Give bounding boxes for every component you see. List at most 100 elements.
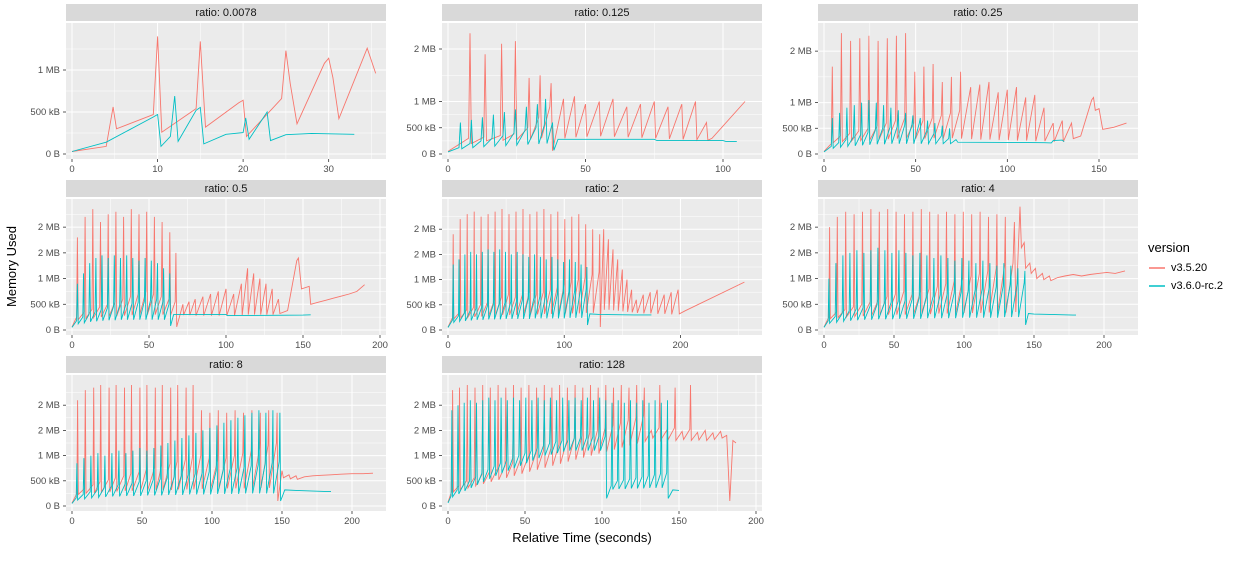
axis-tick-label: 150: [1026, 340, 1042, 351]
axis-tick-label: 1 MB: [414, 97, 436, 108]
axis-tick-label: 30: [323, 164, 334, 175]
facet-plot: 0 B 500 kB 1 MB 2 MB 2 MB 0 50 100 150 200: [406, 375, 764, 527]
series-line-v3.6.0-rc.2: [447, 397, 680, 504]
axis-tick-label: 0 B: [46, 325, 60, 336]
y-axis-title: Memory Used: [2, 4, 20, 529]
legend-entry-v3-5-20: v3.5.20: [1148, 261, 1242, 275]
axis-tick-label: 100: [594, 516, 610, 527]
series-line-v3.6.0-rc.2: [447, 98, 737, 153]
legend: version v3.5.20 v3.6.0-rc.2: [1144, 4, 1242, 529]
axis-tick-label: 100: [956, 340, 972, 351]
axis-tick-label: 1 MB: [414, 451, 436, 462]
facet-strip-label: ratio: 0.0078: [66, 4, 386, 21]
facet-ratio-0.5: ratio: 0.5 0 B 500 kB 1 MB 2 MB 2 MB 0 50 100 150…: [20, 180, 392, 353]
legend-entry-v3-6-0-rc-2: v3.6.0-rc.2: [1148, 279, 1242, 293]
axis-tick-label: 1 MB: [38, 65, 60, 76]
axis-tick-label: 0 B: [46, 149, 60, 160]
legend-key-line-teal: [1149, 285, 1165, 287]
facet-ratio-0.0078: ratio: 0.0078 0 B 500 kB 1 MB 0 10 20 30: [20, 4, 392, 177]
axis-tick-label: 0 B: [422, 149, 436, 160]
axis-tick-label: 1 MB: [414, 275, 436, 286]
axis-tick-label: 2 MB: [790, 248, 812, 259]
axis-tick-label: 0: [445, 340, 450, 351]
facet-ratio-8: ratio: 8 0 B 500 kB 1 MB 2 MB 2 MB 0 50 100 150 20…: [20, 356, 392, 529]
series-line-v3.5.20: [447, 33, 746, 152]
facet-strip-label: ratio: 0.125: [442, 4, 762, 21]
facet-plot: 0 B 500 kB 1 MB 2 MB 2 MB 0 100 200: [406, 199, 762, 351]
axis-tick-label: 0: [69, 164, 74, 175]
axis-tick-label: 1 MB: [790, 274, 812, 285]
axis-tick-label: 1 MB: [38, 451, 60, 462]
axis-tick-label: 2 MB: [414, 249, 436, 260]
axis-tick-label: 50: [144, 340, 155, 351]
axis-tick-label: 500 kB: [782, 299, 812, 310]
axis-tick-label: 500 kB: [406, 476, 436, 487]
axis-tick-label: 2 MB: [38, 425, 60, 436]
series-line-v3.6.0-rc.2: [823, 247, 1076, 328]
axis-tick-label: 1 MB: [790, 98, 812, 109]
axis-tick-label: 0 B: [46, 501, 60, 512]
axis-tick-label: 0: [69, 516, 74, 527]
series-line-v3.5.20: [823, 33, 1127, 152]
axis-tick-label: 150: [274, 516, 290, 527]
axis-tick-label: 0: [821, 164, 826, 175]
axis-tick-label: 50: [137, 516, 148, 527]
axis-tick-label: 200: [748, 516, 764, 527]
series-line-v3.6.0-rc.2: [71, 255, 311, 328]
legend-title: version: [1148, 240, 1190, 255]
axis-tick-label: 100: [204, 516, 220, 527]
axis-tick-label: 0 B: [422, 325, 436, 336]
series-line-v3.5.20: [71, 384, 374, 504]
plot-area: Memory Used ratio: 0.0078 0 B 500 kB 1 MB 0 1…: [2, 4, 1242, 529]
axis-tick-label: 50: [910, 164, 921, 175]
axis-tick-label: 10: [152, 164, 163, 175]
axis-tick-label: 150: [671, 516, 687, 527]
axis-tick-label: 0 B: [422, 501, 436, 512]
axis-tick-label: 1 MB: [38, 274, 60, 285]
facet-plot: 0 B 500 kB 1 MB 2 MB 2 MB 0 50 100 150 200: [30, 375, 386, 527]
axis-tick-label: 2 MB: [414, 400, 436, 411]
series-line-v3.6.0-rc.2: [447, 249, 652, 328]
facet-plot: 0 B 500 kB 1 MB 2 MB 0 50 100: [406, 23, 762, 175]
facet-strip-label: ratio: 0.5: [66, 180, 386, 197]
axis-tick-label: 100: [218, 340, 234, 351]
axis-tick-label: 500 kB: [30, 476, 60, 487]
axis-tick-label: 50: [520, 516, 531, 527]
facet-ratio-2: ratio: 2 0 B 500 kB 1 MB 2 MB 2 MB 0 100 200: [396, 180, 768, 353]
axis-tick-label: 200: [673, 340, 689, 351]
series-line-v3.5.20: [71, 209, 365, 328]
axis-tick-label: 0: [69, 340, 74, 351]
facet-plot: 0 B 500 kB 1 MB 2 MB 2 MB 0 50 100 150 200: [30, 199, 388, 351]
axis-tick-label: 0 B: [798, 149, 812, 160]
series-line-v3.6.0-rc.2: [71, 410, 331, 504]
axis-tick-label: 20: [238, 164, 249, 175]
axis-tick-label: 100: [556, 340, 572, 351]
axis-tick-label: 150: [295, 340, 311, 351]
axis-tick-label: 0: [821, 340, 826, 351]
facet-plot: 0 B 500 kB 1 MB 0 10 20 30: [30, 23, 386, 175]
axis-tick-label: 200: [1096, 340, 1112, 351]
facet-strip-label: ratio: 4: [818, 180, 1138, 197]
axis-tick-label: 2 MB: [414, 425, 436, 436]
axis-tick-label: 0: [445, 516, 450, 527]
axis-tick-label: 2 MB: [414, 44, 436, 55]
facet-ratio-0.25: ratio: 0.25 0 B 500 kB 1 MB 2 MB 0 50 100 150: [772, 4, 1144, 177]
axis-tick-label: 100: [715, 164, 731, 175]
x-axis-title: Relative Time (seconds): [512, 530, 652, 545]
facet-strip-label: ratio: 128: [442, 356, 762, 373]
axis-tick-label: 2 MB: [414, 224, 436, 235]
axis-tick-label: 500 kB: [30, 299, 60, 310]
axis-tick-label: 2 MB: [38, 248, 60, 259]
legend-label: v3.5.20: [1171, 262, 1208, 274]
axis-tick-label: 500 kB: [406, 300, 436, 311]
series-line-v3.6.0-rc.2: [71, 95, 355, 152]
axis-tick-label: 0: [445, 164, 450, 175]
axis-tick-label: 0 B: [798, 325, 812, 336]
axis-tick-label: 50: [580, 164, 591, 175]
legend-key-line-red: [1149, 267, 1165, 269]
series-line-v3.5.20: [447, 384, 737, 503]
axis-tick-label: 2 MB: [38, 222, 60, 233]
facet-plot: 0 B 500 kB 1 MB 2 MB 0 50 100 150: [782, 23, 1138, 175]
axis-tick-label: 2 MB: [38, 400, 60, 411]
